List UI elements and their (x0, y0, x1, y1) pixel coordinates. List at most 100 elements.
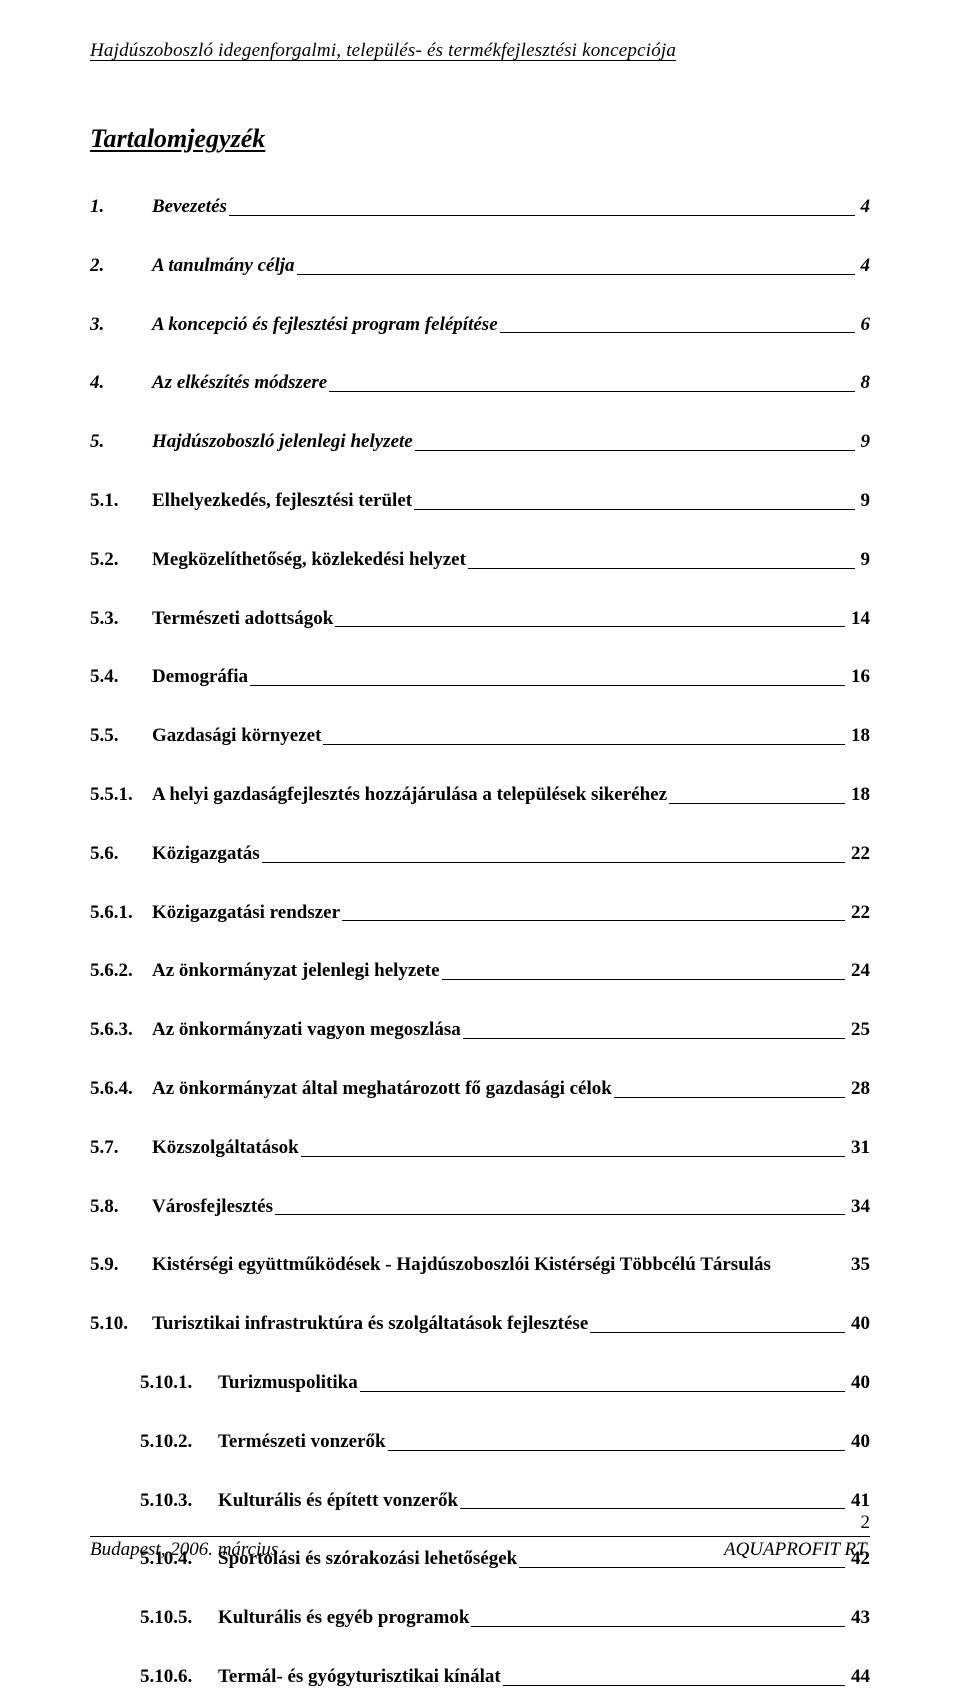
toc-entry-label: Gazdasági környezet (152, 725, 321, 748)
toc-entry-label: Kulturális és egyéb programok (218, 1607, 469, 1630)
toc-entry-page: 40 (849, 1431, 870, 1454)
toc-entry: 5.10.5.Kulturális és egyéb programok43 (90, 1607, 870, 1630)
toc-entry: 5.5.Gazdasági környezet 18 (90, 725, 870, 748)
toc-entry-label: Természeti adottságok (152, 608, 333, 631)
toc-entry-page: 24 (849, 960, 870, 983)
toc-entry-number: 5.10.6. (140, 1666, 218, 1689)
toc-entry: 5.10.3.Kulturális és épített vonzerők41 (90, 1490, 870, 1513)
toc-entry-number: 5.7. (90, 1137, 152, 1160)
toc-entry-label: A tanulmány célja (152, 255, 295, 278)
toc-entry-label: Városfejlesztés (152, 1196, 273, 1219)
toc-leader-line (519, 1567, 845, 1568)
toc-entry-label: Az önkormányzat által meghatározott fő g… (152, 1078, 612, 1101)
toc-entry: 5.6.Közigazgatás22 (90, 843, 870, 866)
toc-entry-label: Az önkormányzati vagyon megoszlása (152, 1019, 461, 1042)
toc-entry-number: 5.5.1. (90, 784, 152, 807)
toc-entry-number: 5.4. (90, 666, 152, 689)
toc-entry-page: 9 (859, 490, 871, 513)
toc-entry-page: 4 (859, 255, 871, 278)
toc-entry: 1.Bevezetés 4 (90, 196, 870, 219)
toc-leader-line (503, 1685, 845, 1686)
toc-entry: 5.4.Demográfia16 (90, 666, 870, 689)
toc-entry-label: Az önkormányzat jelenlegi helyzete (152, 960, 440, 983)
footer-right: AQUAPROFIT RT. (724, 1539, 870, 1561)
toc-leader-line (262, 862, 845, 863)
toc-entry-label: A koncepció és fejlesztési program felép… (152, 314, 498, 337)
toc-entry-page: 22 (849, 902, 870, 925)
toc-entry-page: 8 (859, 372, 871, 395)
toc-entry-page: 25 (849, 1019, 870, 1042)
toc-entry-number: 5.10. (90, 1313, 152, 1336)
toc-entry-page: 6 (859, 314, 871, 337)
toc-entry: 5.1.Elhelyezkedés, fejlesztési terület9 (90, 490, 870, 513)
toc-entry: 2.A tanulmány célja 4 (90, 255, 870, 278)
toc-leader-line (301, 1156, 845, 1157)
toc-entry-label: Turizmuspolitika (218, 1372, 358, 1395)
toc-entry-label: A helyi gazdaságfejlesztés hozzájárulása… (152, 784, 667, 807)
page-footer: 2 Budapest, 2006. március AQUAPROFIT RT. (90, 1512, 870, 1561)
toc-entry-number: 5.10.1. (140, 1372, 218, 1395)
toc-leader-line (500, 332, 855, 333)
toc-leader-line (275, 1214, 845, 1215)
toc-entry-page: 31 (849, 1137, 870, 1160)
toc-entry-number: 5.6.4. (90, 1078, 152, 1101)
footer-left: Budapest, 2006. március (90, 1539, 278, 1561)
toc-leader-line (471, 1626, 845, 1627)
toc-entry-label: Közigazgatási rendszer (152, 902, 340, 925)
page-number: 2 (861, 1512, 871, 1534)
toc-leader-line (360, 1391, 845, 1392)
toc-entry: 5.10.Turisztikai infrastruktúra és szolg… (90, 1313, 870, 1336)
toc-entry-number: 1. (90, 196, 152, 219)
toc-entry-page: 43 (849, 1607, 870, 1630)
toc-entry-page: 9 (859, 431, 871, 454)
toc-entry-page: 40 (849, 1372, 870, 1395)
toc-entry: 5.3.Természeti adottságok14 (90, 608, 870, 631)
toc-entry-page: 41 (849, 1490, 870, 1513)
toc-entry-label: Közigazgatás (152, 843, 260, 866)
toc-entry: 3.A koncepció és fejlesztési program fel… (90, 314, 870, 337)
toc-entry-label: Demográfia (152, 666, 248, 689)
toc-entry-number: 5.9. (90, 1254, 152, 1277)
toc-entry-number: 5.5. (90, 725, 152, 748)
toc-entry-label: Bevezetés (152, 196, 227, 219)
toc-leader-line (415, 450, 855, 451)
toc-container: 1.Bevezetés 4 2.A tanulmány célja 4 3.A konc… (90, 196, 870, 1689)
toc-leader-line (442, 979, 845, 980)
toc-entry: 5.6.4.Az önkormányzat által meghatározot… (90, 1078, 870, 1101)
toc-entry-page: 44 (849, 1666, 870, 1689)
toc-entry: 5.8.Városfejlesztés34 (90, 1196, 870, 1219)
toc-leader-line (388, 1450, 845, 1451)
toc-entry-label: Az elkészítés módszere (152, 372, 327, 395)
toc-entry-number: 5.6.2. (90, 960, 152, 983)
toc-leader-line (414, 509, 854, 510)
toc-entry: 5.10.2.Természeti vonzerők40 (90, 1431, 870, 1454)
toc-entry-label: Elhelyezkedés, fejlesztési terület (152, 490, 412, 513)
toc-entry-page: 28 (849, 1078, 870, 1101)
toc-leader-line (614, 1097, 845, 1098)
toc-entry: 5.10.6.Termál- és gyógyturisztikai kínál… (90, 1666, 870, 1689)
toc-entry: 5.2.Megközelíthetőség, közlekedési helyz… (90, 549, 870, 572)
toc-leader-line (590, 1332, 845, 1333)
toc-entry-page: 40 (849, 1313, 870, 1336)
toc-entry: 5.6.3.Az önkormányzati vagyon megoszlása… (90, 1019, 870, 1042)
toc-entry: 5.7.Közszolgáltatások31 (90, 1137, 870, 1160)
toc-entry: 5.5.1.A helyi gazdaságfejlesztés hozzájá… (90, 784, 870, 807)
toc-entry-number: 5.6. (90, 843, 152, 866)
toc-entry-number: 5.6.1. (90, 902, 152, 925)
toc-entry-label: Turisztikai infrastruktúra és szolgáltat… (152, 1313, 588, 1336)
toc-entry: 5.6.1.Közigazgatási rendszer 22 (90, 902, 870, 925)
toc-entry-page: 18 (849, 725, 870, 748)
toc-leader-line (297, 274, 855, 275)
toc-leader-line (250, 685, 845, 686)
toc-leader-line (335, 626, 845, 627)
toc-entry-page: 4 (859, 196, 871, 219)
toc-entry-page: 34 (849, 1196, 870, 1219)
toc-entry-number: 5.10.2. (140, 1431, 218, 1454)
footer-top: 2 (90, 1512, 870, 1537)
toc-entry-number: 2. (90, 255, 152, 278)
toc-entry-number: 3. (90, 314, 152, 337)
toc-entry-number: 5. (90, 431, 152, 454)
toc-entry-page: 14 (849, 608, 870, 631)
toc-entry: 5.9.Kistérségi együttműködések - Hajdúsz… (90, 1254, 870, 1277)
toc-entry-label: Termál- és gyógyturisztikai kínálat (218, 1666, 501, 1689)
